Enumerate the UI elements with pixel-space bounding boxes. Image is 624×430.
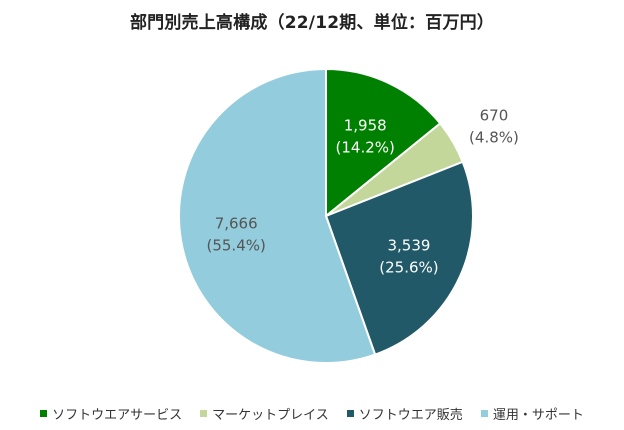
legend: ソフトウエアサービス マーケットプレイス ソフトウエア販売 運用・サポート [0, 404, 624, 423]
slice-percent-label: (55.4%) [206, 236, 265, 254]
chart-title: 部門別売上高構成（22/12期、単位：百万円） [129, 13, 495, 33]
legend-item-3: ソフトウエア販売 [346, 404, 463, 423]
slice-value-label: 7,666 [215, 214, 258, 232]
legend-swatch [480, 410, 488, 417]
legend-label: ソフトウエア販売 [358, 408, 463, 423]
slice-percent-label: (4.8%) [469, 129, 519, 147]
legend-item-2: マーケットプレイス [200, 404, 329, 423]
slice-label-1: 1,958 (14.2%) [336, 117, 395, 157]
slice-label-2: 670 (4.8%) [469, 107, 519, 147]
pie-slice-4 [178, 67, 377, 364]
slice-value-label: 1,958 [344, 117, 387, 135]
legend-label: マーケットプレイス [212, 408, 329, 423]
pie-labels: 1,958 (14.2%) 670 (4.8%) 3,539 (25.6%) 7,666 (5… [206, 107, 518, 277]
legend-label: ソフトウエアサービス [52, 408, 183, 423]
slice-value-label: 670 [480, 107, 509, 125]
slice-value-label: 3,539 [387, 237, 430, 255]
pie-slice-3 [324, 160, 474, 356]
legend-swatch [346, 410, 354, 417]
legend-item-1: ソフトウエアサービス [40, 404, 182, 423]
slice-percent-label: (25.6%) [379, 259, 438, 277]
legend-label: 運用・サポート [492, 408, 584, 423]
legend-item-4: 運用・サポート [480, 404, 584, 423]
legend-swatch [40, 410, 48, 417]
slice-label-4: 7,666 (55.4%) [206, 214, 265, 254]
pie-slices [178, 67, 474, 364]
slice-label-3: 3,539 (25.6%) [379, 237, 438, 277]
legend-swatch [200, 410, 208, 417]
pie-slice-1 [325, 67, 442, 219]
slice-percent-label: (14.2%) [336, 139, 395, 157]
